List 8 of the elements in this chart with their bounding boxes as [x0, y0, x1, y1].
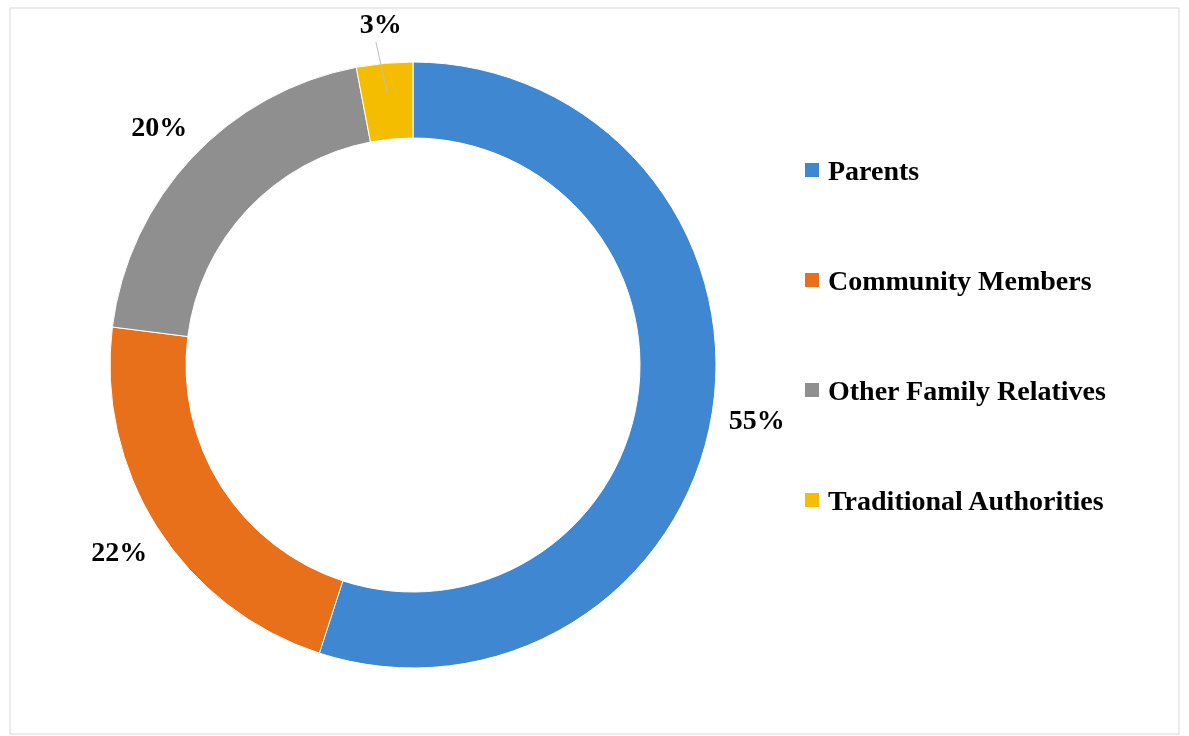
- legend-label: Traditional Authorities: [828, 484, 1104, 516]
- data-label: 20%: [131, 111, 188, 143]
- data-label: 55%: [728, 403, 785, 435]
- data-label: 3%: [359, 8, 402, 40]
- legend-label: Community Members: [828, 264, 1092, 296]
- legend-label: Parents: [828, 154, 920, 186]
- data-label: 22%: [91, 535, 148, 567]
- legend-label: Other Family Relatives: [828, 374, 1106, 406]
